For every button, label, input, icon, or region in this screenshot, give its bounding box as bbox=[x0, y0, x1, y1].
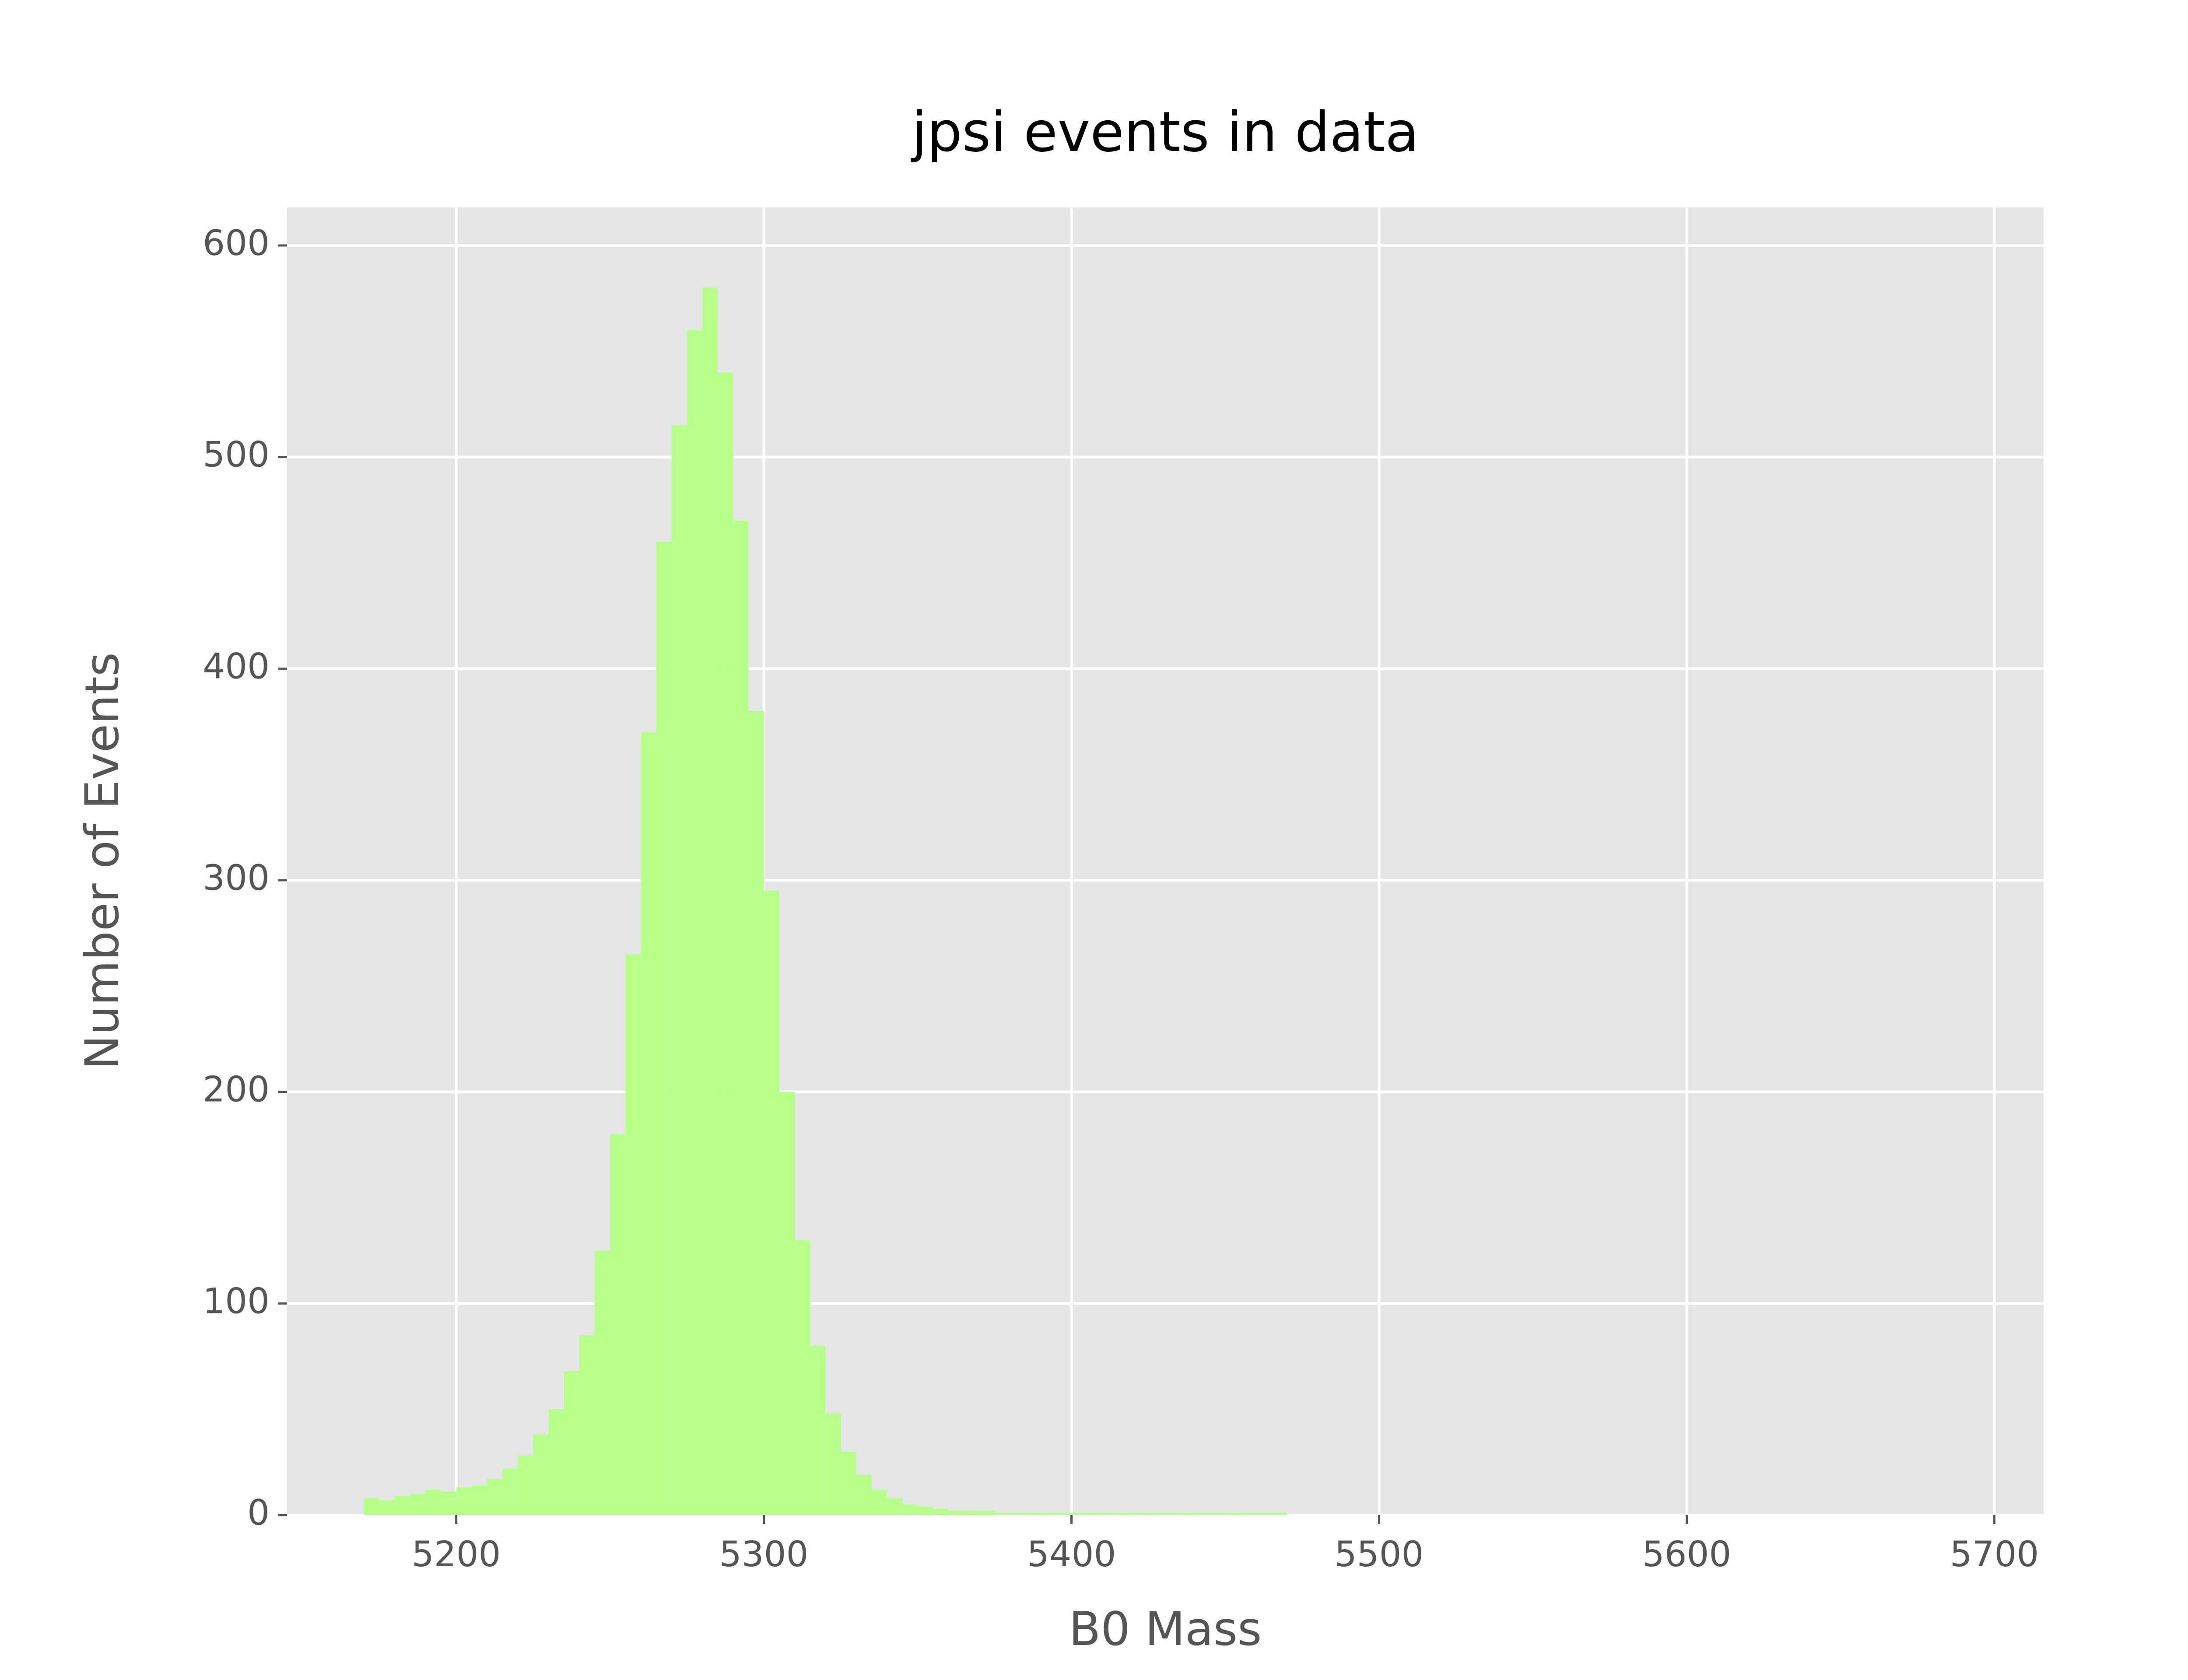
histogram-bar bbox=[1102, 1513, 1118, 1515]
histogram-bar bbox=[764, 891, 779, 1515]
histogram-bar bbox=[487, 1479, 503, 1515]
histogram-bar bbox=[1179, 1513, 1195, 1515]
chart-title: jpsi events in data bbox=[911, 100, 1419, 164]
histogram-bar bbox=[441, 1491, 456, 1515]
histogram-bar bbox=[1148, 1513, 1164, 1515]
y-axis-label: Number of Events bbox=[75, 652, 129, 1070]
histogram-bar bbox=[964, 1511, 979, 1515]
y-tick-label: 200 bbox=[203, 1069, 270, 1110]
histogram-bar bbox=[794, 1240, 810, 1515]
histogram-bar bbox=[918, 1506, 933, 1515]
histogram-bar bbox=[871, 1489, 887, 1515]
histogram-bar bbox=[933, 1508, 949, 1515]
histogram-bar bbox=[702, 287, 718, 1516]
x-tick-label: 5300 bbox=[719, 1534, 809, 1575]
histogram-bar bbox=[410, 1494, 426, 1515]
histogram-bar bbox=[1041, 1513, 1056, 1515]
histogram-bar bbox=[1118, 1513, 1133, 1515]
histogram-bar bbox=[1056, 1513, 1072, 1515]
histogram-bar bbox=[594, 1250, 610, 1515]
histogram-bar bbox=[471, 1485, 487, 1515]
histogram-bar bbox=[1194, 1513, 1210, 1515]
x-tick-label: 5200 bbox=[412, 1534, 501, 1575]
histogram-bar bbox=[948, 1511, 964, 1515]
histogram-bar bbox=[748, 711, 764, 1515]
histogram-bar bbox=[979, 1511, 995, 1515]
histogram-bar bbox=[902, 1504, 918, 1515]
histogram-bar bbox=[1087, 1513, 1102, 1515]
x-tick-label: 5500 bbox=[1335, 1534, 1424, 1575]
histogram-bar bbox=[687, 330, 703, 1516]
x-tick-label: 5400 bbox=[1027, 1534, 1116, 1575]
histogram-bar bbox=[379, 1500, 395, 1515]
x-tick-label: 5700 bbox=[1950, 1534, 2039, 1575]
histogram-bar bbox=[395, 1496, 410, 1515]
histogram-bar bbox=[518, 1456, 533, 1515]
histogram-bar bbox=[779, 1092, 795, 1515]
histogram-bar bbox=[718, 372, 733, 1515]
histogram-bar bbox=[533, 1435, 549, 1515]
histogram-bar bbox=[425, 1489, 441, 1515]
histogram-bar bbox=[456, 1488, 472, 1515]
histogram-bar bbox=[548, 1409, 564, 1515]
histogram-bar bbox=[887, 1498, 902, 1515]
histogram-bar bbox=[641, 732, 656, 1515]
histogram-bar bbox=[1133, 1513, 1149, 1515]
histogram-bar bbox=[1164, 1513, 1179, 1515]
y-tick-label: 400 bbox=[203, 646, 270, 686]
histogram-bar bbox=[1210, 1513, 1226, 1515]
x-axis-label: B0 Mass bbox=[1069, 1602, 1262, 1656]
y-tick-label: 500 bbox=[203, 434, 270, 475]
y-tick-label: 0 bbox=[247, 1492, 270, 1533]
histogram-bar bbox=[579, 1335, 595, 1515]
histogram-bar bbox=[1010, 1513, 1026, 1515]
histogram-bar bbox=[1271, 1513, 1287, 1515]
histogram-bar bbox=[1225, 1513, 1241, 1515]
histogram-bar bbox=[733, 520, 749, 1515]
plot-area bbox=[287, 207, 2044, 1515]
histogram-bar bbox=[825, 1413, 841, 1515]
y-tick-label: 600 bbox=[203, 223, 270, 263]
histogram-bar bbox=[502, 1468, 518, 1515]
histogram-bar bbox=[1256, 1513, 1272, 1515]
histogram-bar bbox=[810, 1346, 826, 1515]
histogram-bar bbox=[1071, 1513, 1087, 1515]
histogram-bar bbox=[856, 1475, 872, 1515]
histogram-bar bbox=[364, 1498, 379, 1515]
y-tick-label: 100 bbox=[203, 1281, 270, 1321]
histogram-bar bbox=[994, 1513, 1010, 1515]
y-tick-label: 300 bbox=[203, 858, 270, 898]
histogram-bar bbox=[1025, 1513, 1041, 1515]
histogram-bar bbox=[610, 1134, 626, 1515]
x-tick-label: 5600 bbox=[1642, 1534, 1732, 1575]
histogram-bar bbox=[625, 954, 641, 1515]
histogram-bar bbox=[1241, 1513, 1256, 1515]
histogram-bar bbox=[841, 1451, 856, 1515]
histogram-bar bbox=[564, 1371, 579, 1515]
histogram-bar bbox=[656, 542, 672, 1515]
histogram-bar bbox=[671, 425, 687, 1515]
